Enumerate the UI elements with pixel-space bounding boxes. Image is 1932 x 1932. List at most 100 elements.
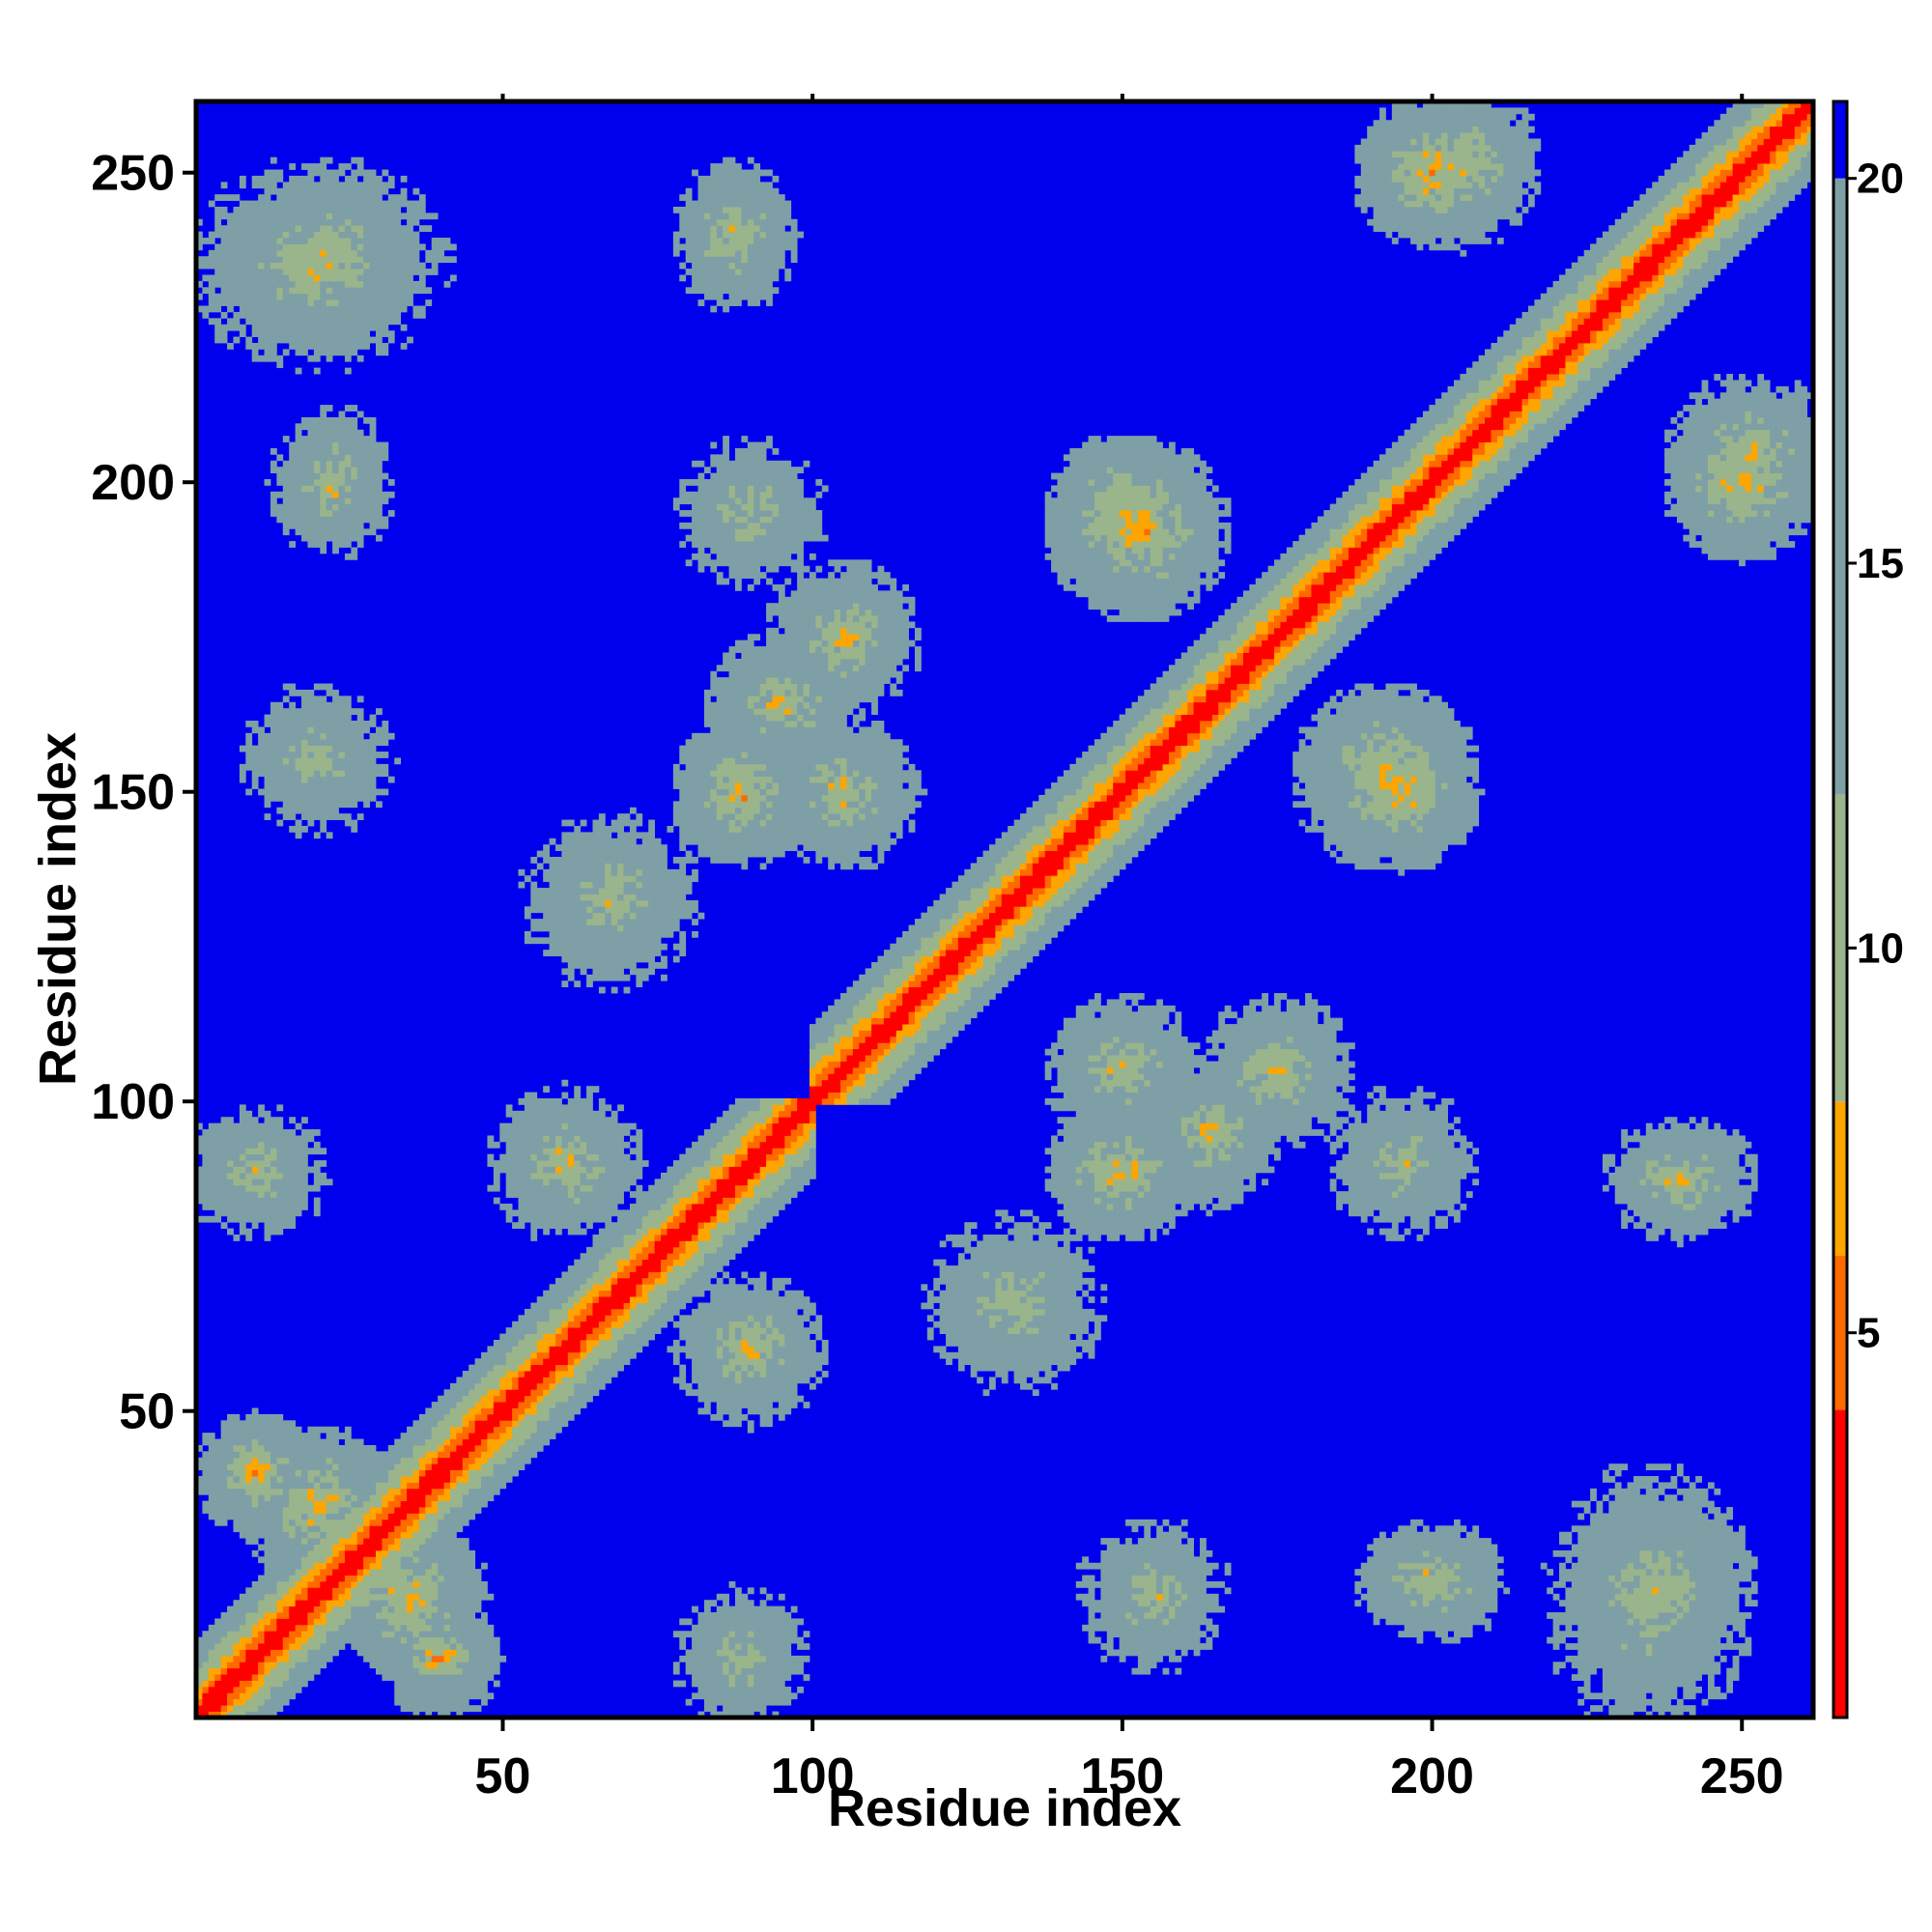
heatmap-cell — [493, 1655, 500, 1662]
heatmap-cell — [289, 336, 297, 344]
heatmap-cell — [220, 1172, 228, 1179]
heatmap-cell — [313, 256, 321, 264]
heatmap-cell — [549, 1426, 556, 1434]
heatmap-cell — [282, 757, 290, 765]
heatmap-cell — [227, 1141, 234, 1149]
heatmap-cell — [289, 1531, 297, 1539]
heatmap-cell — [474, 1655, 482, 1662]
heatmap-cell — [245, 280, 253, 288]
heatmap-cell — [487, 1135, 495, 1143]
heatmap-cell — [233, 206, 241, 213]
heatmap-cell — [227, 218, 234, 226]
heatmap-cell — [487, 1438, 495, 1446]
heatmap-cell — [251, 1209, 259, 1217]
heatmap-cell — [356, 355, 364, 362]
heatmap-cell — [338, 813, 346, 820]
heatmap-cell — [543, 844, 550, 852]
heatmap-cell — [425, 1469, 433, 1477]
heatmap-cell — [586, 899, 593, 907]
heatmap-cell — [313, 1580, 321, 1588]
heatmap-cell — [456, 1538, 464, 1545]
heatmap-cell — [220, 182, 228, 189]
heatmap-cell — [301, 491, 308, 498]
heatmap-cell — [418, 274, 426, 282]
heatmap-cell — [233, 1153, 241, 1161]
heatmap-cell — [438, 1587, 444, 1595]
heatmap-cell — [307, 763, 315, 771]
heatmap-cell — [338, 1463, 346, 1470]
heatmap-cell — [239, 1122, 246, 1130]
heatmap-cell — [351, 238, 358, 244]
heatmap-cell — [469, 1438, 476, 1446]
heatmap-cell — [251, 1117, 259, 1124]
heatmap-cell — [214, 1662, 222, 1669]
heatmap-cell — [313, 416, 321, 424]
heatmap-cell — [208, 1667, 215, 1675]
heatmap-cell — [487, 1413, 495, 1421]
heatmap-cell — [338, 1488, 346, 1495]
heatmap-cell — [363, 274, 370, 282]
heatmap-cell — [295, 1500, 302, 1508]
heatmap-cell — [245, 1153, 253, 1161]
heatmap-cell — [549, 863, 556, 870]
heatmap-cell — [202, 1141, 210, 1149]
heatmap-cell — [580, 850, 587, 858]
heatmap-cell — [326, 231, 333, 239]
heatmap-cell — [301, 1191, 308, 1198]
heatmap-cell — [586, 1358, 593, 1366]
heatmap-cell — [264, 1711, 271, 1718]
heatmap-cell — [586, 1129, 593, 1136]
heatmap-cell — [431, 1444, 439, 1452]
heatmap-cell — [574, 894, 582, 901]
heatmap-cell — [326, 794, 333, 802]
heatmap-cell — [456, 1631, 464, 1638]
heatmap-cell — [382, 299, 389, 306]
heatmap-cell — [344, 1631, 352, 1638]
heatmap-cell — [332, 213, 339, 220]
heatmap-cell — [313, 293, 321, 300]
heatmap-cell — [295, 770, 302, 778]
heatmap-cell — [387, 1612, 395, 1619]
heatmap-cell — [282, 467, 290, 473]
heatmap-cell — [574, 930, 582, 938]
heatmap-cell — [351, 1643, 358, 1650]
heatmap-cell — [214, 1184, 222, 1192]
heatmap-cell — [208, 1438, 215, 1446]
heatmap-cell — [394, 1649, 402, 1657]
heatmap-cell — [264, 801, 271, 809]
heatmap-cell — [356, 1593, 364, 1601]
heatmap-cell — [282, 1643, 290, 1650]
heatmap-cell — [376, 1457, 383, 1464]
heatmap-cell — [407, 1662, 413, 1669]
heatmap-cell — [313, 1593, 321, 1601]
heatmap-cell — [400, 1618, 408, 1626]
heatmap-cell — [344, 429, 352, 437]
heatmap-cell — [301, 1444, 308, 1452]
heatmap-cell — [363, 231, 370, 239]
heatmap-cell — [264, 1587, 271, 1595]
heatmap-cell — [208, 1129, 215, 1136]
heatmap-cell — [344, 1575, 352, 1582]
heatmap-cell — [270, 1420, 277, 1428]
heatmap-cell — [567, 832, 575, 839]
heatmap-cell — [313, 287, 321, 295]
heatmap-cell — [313, 1451, 321, 1459]
heatmap-cell — [326, 342, 333, 350]
heatmap-cell — [220, 1433, 228, 1439]
heatmap-cell — [344, 318, 352, 326]
heatmap-cell — [320, 256, 327, 264]
heatmap-cell — [239, 1457, 246, 1464]
heatmap-cell — [338, 714, 346, 722]
heatmap-cell — [214, 1507, 222, 1514]
heatmap-cell — [524, 875, 531, 883]
heatmap-cell — [338, 1562, 346, 1570]
heatmap-cell — [363, 1624, 370, 1632]
heatmap-cell — [332, 497, 339, 505]
heatmap-cell — [456, 1402, 464, 1408]
heatmap-cell — [251, 1624, 259, 1632]
heatmap-cell — [332, 1482, 339, 1490]
heatmap-cell — [592, 1271, 600, 1279]
heatmap-cell — [307, 497, 315, 505]
heatmap-cell — [313, 200, 321, 208]
heatmap-cell — [332, 447, 339, 455]
